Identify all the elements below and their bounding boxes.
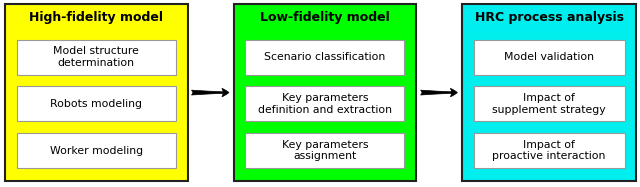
Bar: [462, 4, 636, 181]
Text: Model structure
determination: Model structure determination: [53, 46, 140, 68]
Bar: [17, 86, 176, 121]
Bar: [17, 133, 176, 168]
Bar: [245, 133, 404, 168]
Text: Model validation: Model validation: [504, 52, 594, 62]
Bar: [5, 4, 188, 181]
Text: Impact of
proactive interaction: Impact of proactive interaction: [492, 140, 606, 161]
Bar: [474, 39, 625, 75]
Text: Impact of
supplement strategy: Impact of supplement strategy: [492, 93, 606, 115]
Text: Scenario classification: Scenario classification: [264, 52, 385, 62]
Text: HRC process analysis: HRC process analysis: [475, 11, 623, 24]
Text: Robots modeling: Robots modeling: [51, 99, 142, 109]
Bar: [234, 4, 416, 181]
Text: High-fidelity model: High-fidelity model: [29, 11, 163, 24]
Text: Low-fidelity model: Low-fidelity model: [260, 11, 390, 24]
Text: Key parameters
definition and extraction: Key parameters definition and extraction: [258, 93, 392, 115]
Bar: [245, 86, 404, 121]
Bar: [17, 39, 176, 75]
Text: Key parameters
assignment: Key parameters assignment: [282, 140, 368, 161]
Text: Worker modeling: Worker modeling: [50, 145, 143, 156]
Bar: [474, 86, 625, 121]
Bar: [474, 133, 625, 168]
Bar: [245, 39, 404, 75]
